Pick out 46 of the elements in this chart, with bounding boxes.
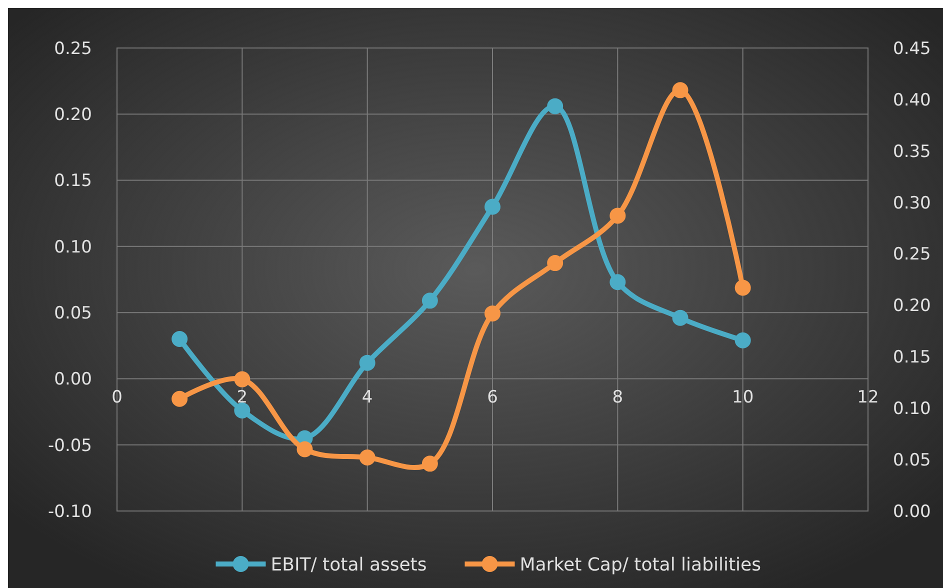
x-tick-label: 10: [732, 388, 754, 408]
x-tick-label: 6: [487, 388, 498, 408]
x-tick-label: 4: [362, 388, 373, 408]
point: [672, 310, 688, 326]
y-tick-label: 0.10: [54, 237, 92, 258]
point: [734, 280, 751, 296]
y2-tick-label: 0.10: [893, 399, 931, 420]
x-tick-label: 12: [857, 388, 879, 408]
point: [484, 305, 500, 322]
x-tick-label: 2: [236, 388, 248, 408]
point: [234, 371, 250, 388]
point: [422, 456, 438, 472]
point: [359, 450, 376, 466]
y-tick-label: 0.05: [54, 304, 92, 324]
point: [234, 402, 250, 418]
point: [547, 255, 564, 272]
y2-tick-label: 0.15: [893, 348, 931, 368]
y-tick-label: -0.05: [48, 436, 92, 456]
point: [610, 274, 626, 290]
y-tick-label: 0.20: [54, 105, 92, 126]
y-tick-label: 0.25: [54, 38, 92, 59]
point: [296, 441, 313, 458]
y2-tick-label: 0.00: [893, 502, 931, 522]
y2-tick-label: 0.20: [893, 296, 931, 316]
y2-tick-label: 0.25: [893, 244, 931, 265]
y2-tick-label: 0.40: [893, 90, 931, 110]
y2-tick-label: 0.35: [893, 142, 931, 162]
point: [672, 82, 688, 98]
y2-tick-label: 0.30: [893, 193, 931, 214]
x-tick-label: 0: [112, 388, 122, 408]
point: [172, 331, 188, 348]
legend-label: Market Cap/ total liabilities: [520, 554, 762, 576]
y-tick-label: 0.00: [54, 370, 92, 390]
y2-tick-label: 0.05: [893, 450, 931, 471]
point: [422, 292, 438, 309]
x-tick-label: 8: [612, 388, 624, 408]
y2-tick-label: 0.45: [893, 38, 931, 59]
legend-label: EBIT/ total assets: [270, 554, 427, 576]
y-tick-label: 0.15: [54, 171, 92, 192]
point: [547, 98, 564, 114]
point: [734, 332, 751, 348]
y-tick-label: -0.10: [48, 502, 92, 522]
point: [610, 208, 626, 224]
point: [359, 354, 376, 371]
point: [484, 198, 500, 215]
point: [172, 390, 188, 407]
